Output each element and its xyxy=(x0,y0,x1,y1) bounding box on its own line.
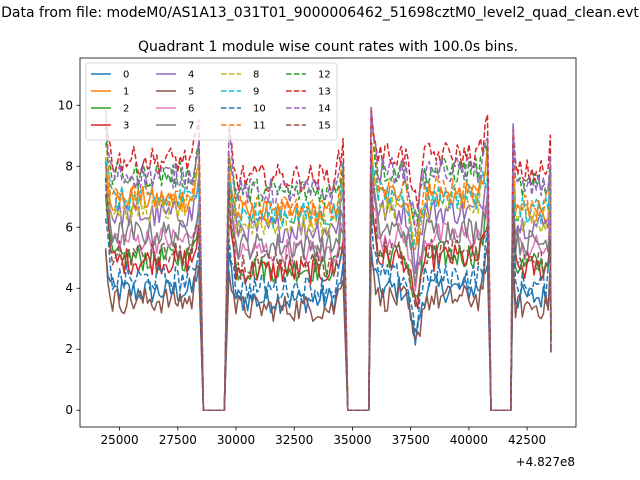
legend-label-8: 8 xyxy=(253,70,259,81)
series-line-10 xyxy=(104,208,552,411)
series-line-6 xyxy=(104,170,552,411)
series-line-2 xyxy=(104,194,552,411)
x-tick-label: 35000 xyxy=(333,433,371,447)
legend-label-3: 3 xyxy=(123,121,129,132)
legend-label-4: 4 xyxy=(188,70,194,81)
y-tick-label: 2 xyxy=(65,342,73,356)
series-line-8 xyxy=(104,163,552,411)
legend-label-10: 10 xyxy=(253,104,266,115)
legend-label-5: 5 xyxy=(188,87,194,98)
y-tick-label: 8 xyxy=(65,159,73,173)
legend-label-7: 7 xyxy=(188,121,194,132)
series-line-15 xyxy=(104,175,552,411)
chart-title: Quadrant 1 module wise count rates with … xyxy=(138,39,518,55)
series-line-11 xyxy=(104,120,552,411)
legend-label-11: 11 xyxy=(253,121,266,132)
legend-label-6: 6 xyxy=(188,104,194,115)
legend-label-13: 13 xyxy=(318,87,331,98)
x-tick-label: 42500 xyxy=(508,433,546,447)
y-tick-label: 6 xyxy=(65,220,73,234)
legend-label-0: 0 xyxy=(123,70,129,81)
legend-label-2: 2 xyxy=(123,104,129,115)
x-tick-label: 27500 xyxy=(159,433,197,447)
legend-label-15: 15 xyxy=(318,121,331,132)
series-layer xyxy=(104,106,552,411)
x-tick-label: 30000 xyxy=(217,433,255,447)
axes-layer: 25000 27500 30000 32500 35000 37500 40000 42500… xyxy=(58,57,577,447)
series-line-7 xyxy=(104,158,552,411)
legend-label-12: 12 xyxy=(318,70,331,81)
x-axis-offset-label: +4.827e8 xyxy=(516,455,575,469)
x-tick-label: 32500 xyxy=(275,433,313,447)
x-tick-label: 40000 xyxy=(450,433,488,447)
legend-label-1: 1 xyxy=(123,87,129,98)
series-line-13 xyxy=(104,106,552,411)
series-line-3 xyxy=(105,190,552,411)
x-tick-label: 37500 xyxy=(392,433,430,447)
figure-suptitle: Data from file: modeM0/AS1A13_031T01_900… xyxy=(1,5,639,21)
plot-frame xyxy=(79,57,577,428)
legend-label-14: 14 xyxy=(318,104,331,115)
series-line-14 xyxy=(104,106,552,411)
x-tick-label: 25000 xyxy=(100,433,138,447)
y-tick-label: 0 xyxy=(65,403,73,417)
y-tick-label: 4 xyxy=(65,281,73,295)
legend-box xyxy=(85,62,338,141)
series-line-5 xyxy=(104,245,552,411)
legend-label-9: 9 xyxy=(253,87,259,98)
series-line-12 xyxy=(104,125,552,411)
y-tick-label: 10 xyxy=(58,98,73,112)
